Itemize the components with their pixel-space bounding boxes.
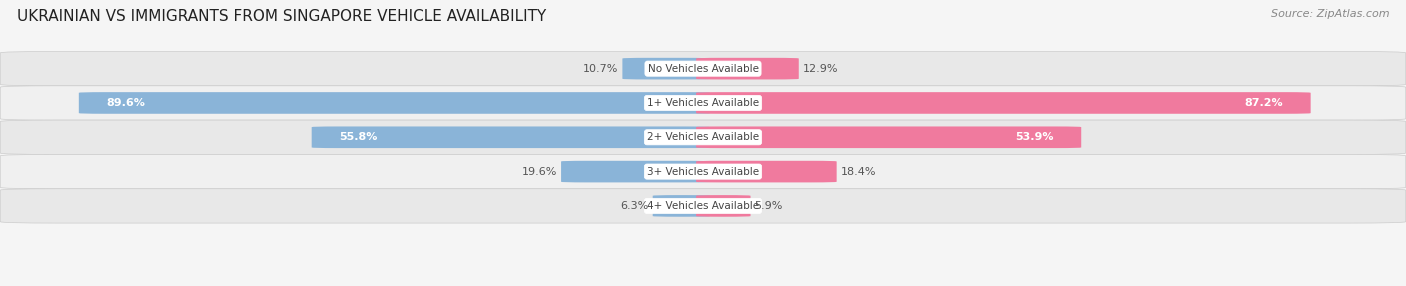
Text: UKRAINIAN VS IMMIGRANTS FROM SINGAPORE VEHICLE AVAILABILITY: UKRAINIAN VS IMMIGRANTS FROM SINGAPORE V…	[17, 9, 546, 23]
FancyBboxPatch shape	[696, 126, 1081, 148]
Text: 89.6%: 89.6%	[107, 98, 145, 108]
FancyBboxPatch shape	[0, 51, 1406, 86]
FancyBboxPatch shape	[652, 195, 710, 217]
Text: 6.3%: 6.3%	[620, 201, 648, 211]
Text: 12.9%: 12.9%	[803, 64, 838, 74]
Text: 3+ Vehicles Available: 3+ Vehicles Available	[647, 167, 759, 176]
Text: 53.9%: 53.9%	[1015, 132, 1053, 142]
Text: 5.9%: 5.9%	[755, 201, 783, 211]
Text: 55.8%: 55.8%	[339, 132, 378, 142]
FancyBboxPatch shape	[0, 120, 1406, 154]
FancyBboxPatch shape	[696, 161, 837, 182]
FancyBboxPatch shape	[561, 161, 710, 182]
Text: 19.6%: 19.6%	[522, 167, 557, 176]
FancyBboxPatch shape	[623, 58, 710, 80]
FancyBboxPatch shape	[696, 92, 1310, 114]
FancyBboxPatch shape	[79, 92, 710, 114]
FancyBboxPatch shape	[0, 154, 1406, 189]
Text: 1+ Vehicles Available: 1+ Vehicles Available	[647, 98, 759, 108]
FancyBboxPatch shape	[0, 189, 1406, 223]
Text: No Vehicles Available: No Vehicles Available	[648, 64, 758, 74]
FancyBboxPatch shape	[696, 195, 751, 217]
Text: Source: ZipAtlas.com: Source: ZipAtlas.com	[1271, 9, 1389, 19]
Text: 10.7%: 10.7%	[583, 64, 619, 74]
Text: 2+ Vehicles Available: 2+ Vehicles Available	[647, 132, 759, 142]
Text: 4+ Vehicles Available: 4+ Vehicles Available	[647, 201, 759, 211]
Text: 87.2%: 87.2%	[1244, 98, 1284, 108]
Text: 18.4%: 18.4%	[841, 167, 876, 176]
FancyBboxPatch shape	[312, 126, 710, 148]
FancyBboxPatch shape	[696, 58, 799, 80]
FancyBboxPatch shape	[0, 86, 1406, 120]
